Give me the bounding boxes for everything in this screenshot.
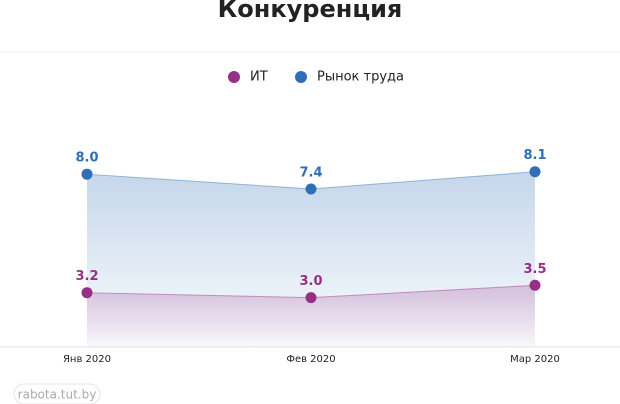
- x-tick-label: Мар 2020: [510, 354, 560, 365]
- chart-title: Конкуренция: [218, 0, 403, 23]
- data-label: 8.1: [523, 148, 546, 163]
- watermark: rabota.tut.by: [18, 388, 97, 402]
- data-label: 3.2: [75, 269, 98, 284]
- legend-marker: [295, 71, 307, 83]
- data-label: 8.0: [75, 151, 98, 166]
- area: [87, 285, 535, 347]
- legend-label: Рынок труда: [317, 70, 404, 85]
- data-label: 7.4: [299, 166, 322, 181]
- watermark-box: [13, 383, 101, 404]
- data-label: 3.0: [299, 274, 322, 289]
- point: [305, 292, 317, 304]
- point: [529, 166, 541, 178]
- x-tick-label: Фев 2020: [286, 354, 335, 365]
- point: [529, 279, 541, 291]
- point: [81, 168, 93, 180]
- point: [305, 183, 317, 195]
- x-tick-label: Янв 2020: [63, 354, 111, 365]
- legend-marker: [228, 71, 240, 83]
- legend-label: ИТ: [250, 70, 268, 85]
- data-label: 3.5: [523, 262, 546, 277]
- point: [81, 287, 93, 299]
